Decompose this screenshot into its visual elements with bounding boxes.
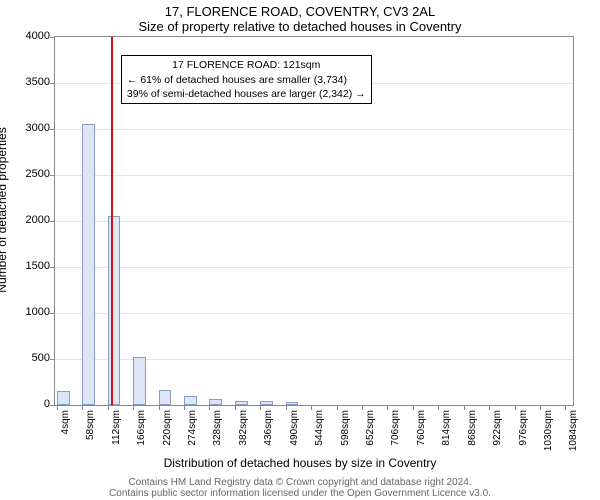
y-tick bbox=[50, 37, 55, 38]
annotation-line: ← 61% of detached houses are smaller (3,… bbox=[127, 73, 366, 87]
y-tick bbox=[50, 267, 55, 268]
x-tick-label: 814sqm bbox=[441, 410, 452, 446]
histogram-bar bbox=[235, 401, 248, 405]
y-tick bbox=[50, 221, 55, 222]
x-tick-label: 328sqm bbox=[212, 410, 223, 446]
x-tick-label: 868sqm bbox=[467, 410, 478, 446]
y-tick-label: 4000 bbox=[6, 30, 50, 42]
histogram-bar bbox=[133, 357, 146, 405]
y-tick-label: 3000 bbox=[6, 122, 50, 134]
y-tick bbox=[50, 83, 55, 84]
x-tick-label: 922sqm bbox=[492, 410, 503, 446]
x-tick bbox=[260, 405, 261, 410]
y-tick bbox=[50, 359, 55, 360]
y-tick-label: 500 bbox=[6, 352, 50, 364]
x-tick bbox=[209, 405, 210, 410]
gridline bbox=[55, 313, 573, 314]
x-tick-label: 598sqm bbox=[340, 410, 351, 446]
annotation-box: 17 FLORENCE ROAD: 121sqm← 61% of detache… bbox=[121, 55, 372, 104]
y-tick bbox=[50, 313, 55, 314]
y-tick-label: 0 bbox=[6, 398, 50, 410]
gridline bbox=[55, 221, 573, 222]
histogram-bar bbox=[57, 391, 70, 405]
gridline bbox=[55, 129, 573, 130]
y-tick bbox=[50, 129, 55, 130]
x-tick bbox=[489, 405, 490, 410]
y-tick-label: 1500 bbox=[6, 260, 50, 272]
property-marker-line bbox=[111, 37, 113, 405]
x-tick bbox=[464, 405, 465, 410]
x-tick bbox=[57, 405, 58, 410]
histogram-bar bbox=[260, 401, 273, 405]
histogram-bar bbox=[159, 390, 172, 405]
x-tick-label: 382sqm bbox=[238, 410, 249, 446]
y-tick bbox=[50, 175, 55, 176]
x-tick-label: 112sqm bbox=[111, 410, 122, 445]
x-tick bbox=[108, 405, 109, 410]
x-tick-label: 166sqm bbox=[136, 410, 147, 446]
y-tick-label: 3500 bbox=[6, 76, 50, 88]
x-tick-label: 220sqm bbox=[162, 410, 173, 446]
annotation-line: 39% of semi-detached houses are larger (… bbox=[127, 87, 366, 101]
x-tick-label: 976sqm bbox=[518, 410, 529, 446]
histogram-bar bbox=[286, 402, 299, 405]
x-tick-label: 436sqm bbox=[263, 410, 274, 446]
x-tick bbox=[438, 405, 439, 410]
y-tick bbox=[50, 405, 55, 406]
x-tick-label: 1084sqm bbox=[568, 410, 579, 451]
x-tick bbox=[286, 405, 287, 410]
x-tick bbox=[515, 405, 516, 410]
x-tick bbox=[540, 405, 541, 410]
x-tick bbox=[133, 405, 134, 410]
page-title-desc: Size of property relative to detached ho… bbox=[0, 19, 600, 34]
histogram-bar bbox=[184, 396, 197, 405]
histogram-bar bbox=[209, 399, 222, 405]
y-tick-label: 1000 bbox=[6, 306, 50, 318]
x-tick bbox=[82, 405, 83, 410]
x-tick-label: 274sqm bbox=[187, 410, 198, 446]
x-axis-label: Distribution of detached houses by size … bbox=[0, 456, 600, 470]
histogram-bar bbox=[82, 124, 95, 405]
page-title-address: 17, FLORENCE ROAD, COVENTRY, CV3 2AL bbox=[0, 4, 600, 19]
histogram-chart: 17 FLORENCE ROAD: 121sqm← 61% of detache… bbox=[54, 36, 574, 406]
annotation-line: 17 FLORENCE ROAD: 121sqm bbox=[127, 58, 366, 72]
x-tick bbox=[159, 405, 160, 410]
x-tick bbox=[184, 405, 185, 410]
gridline bbox=[55, 267, 573, 268]
x-tick bbox=[387, 405, 388, 410]
x-tick-label: 58sqm bbox=[85, 410, 96, 440]
footer-attribution: Contains HM Land Registry data © Crown c… bbox=[0, 477, 600, 499]
x-tick-label: 652sqm bbox=[365, 410, 376, 446]
x-tick-label: 706sqm bbox=[390, 410, 401, 446]
x-tick bbox=[337, 405, 338, 410]
x-tick bbox=[413, 405, 414, 410]
x-tick bbox=[311, 405, 312, 410]
histogram-bar bbox=[108, 216, 121, 405]
x-tick bbox=[565, 405, 566, 410]
y-tick-label: 2500 bbox=[6, 168, 50, 180]
x-tick bbox=[362, 405, 363, 410]
gridline bbox=[55, 175, 573, 176]
x-tick-label: 1030sqm bbox=[543, 410, 554, 451]
x-tick bbox=[235, 405, 236, 410]
x-tick-label: 760sqm bbox=[416, 410, 427, 446]
x-tick-label: 4sqm bbox=[60, 410, 71, 434]
y-tick-label: 2000 bbox=[6, 214, 50, 226]
x-tick-label: 544sqm bbox=[314, 410, 325, 446]
x-tick-label: 490sqm bbox=[289, 410, 300, 446]
